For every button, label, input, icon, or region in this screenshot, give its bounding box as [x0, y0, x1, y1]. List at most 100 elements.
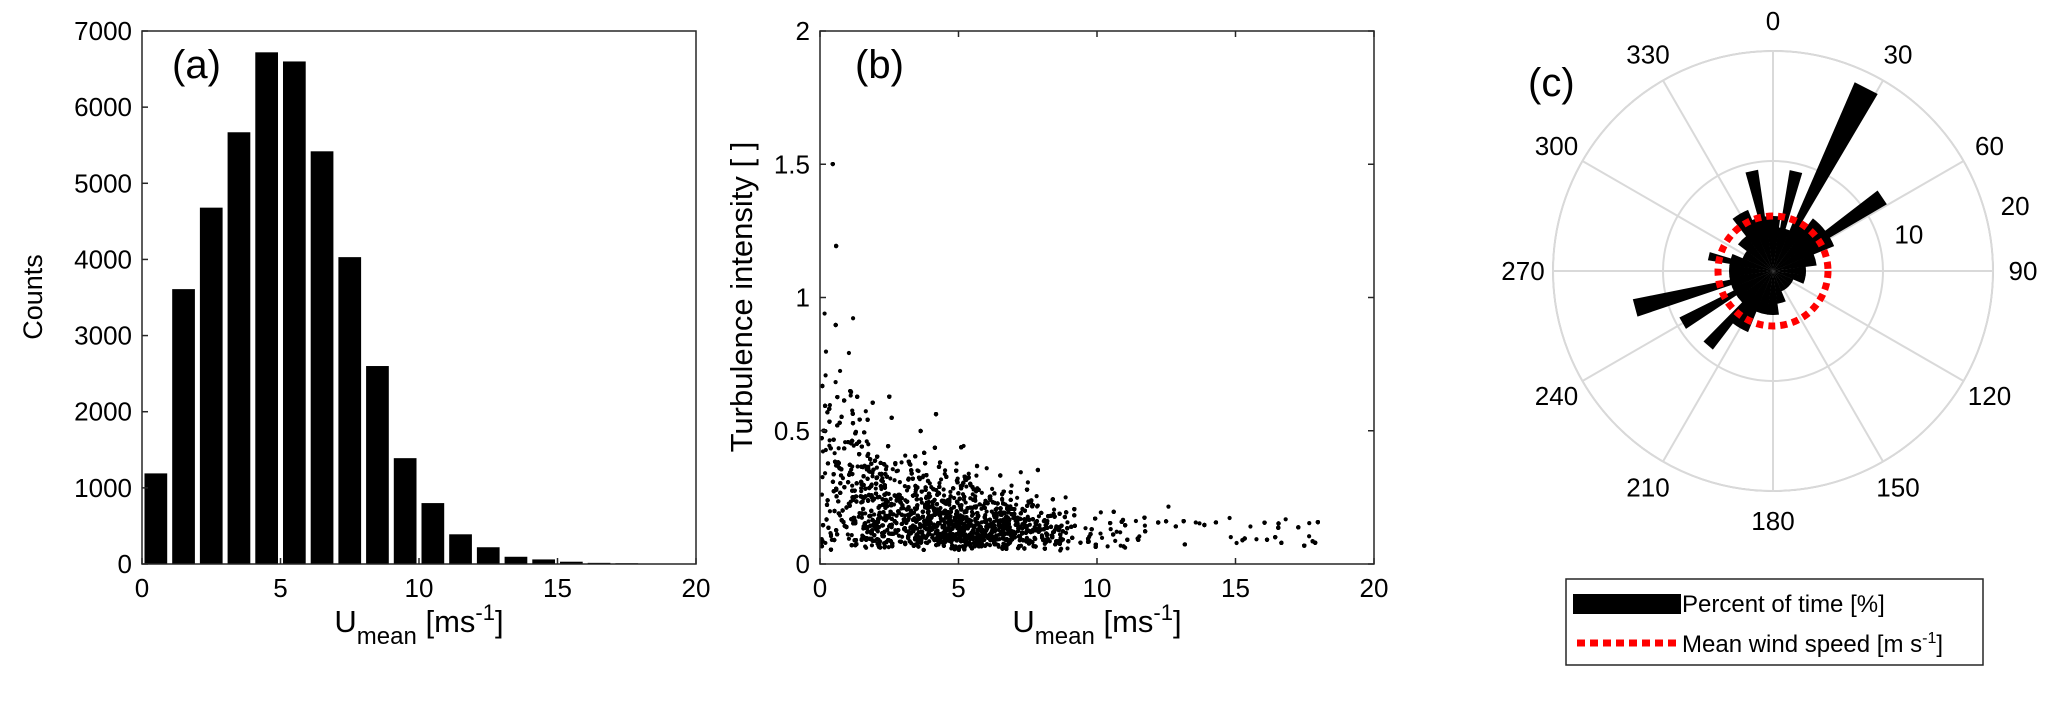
scatter-point: [1065, 546, 1070, 551]
scatter-points: [819, 161, 1320, 553]
scatter-point: [863, 544, 868, 549]
scatter-point: [919, 500, 924, 505]
scatter-point: [1228, 535, 1233, 540]
scatter-point: [1051, 507, 1057, 512]
scatter-point: [918, 497, 924, 502]
histogram-bar: [172, 289, 195, 564]
scatter-point: [855, 464, 860, 469]
histogram-bar: [199, 207, 223, 564]
scatter-point: [827, 402, 832, 408]
scatter-point: [1166, 504, 1171, 509]
scatter-point: [942, 468, 948, 473]
scatter-point: [827, 509, 833, 514]
x-tick-label: 20: [682, 573, 711, 603]
y-tick-label: 6000: [74, 92, 132, 122]
scatter-point: [974, 473, 979, 478]
scatter-point: [964, 515, 969, 520]
scatter-point: [1009, 483, 1014, 488]
scatter-point: [964, 484, 969, 489]
scatter-point: [823, 373, 828, 378]
scatter-point: [894, 469, 899, 474]
scatter-point: [1000, 497, 1005, 503]
scatter-point: [864, 439, 869, 444]
histogram-bar: [559, 561, 583, 564]
scatter-point: [888, 476, 893, 481]
scatter-point: [1024, 535, 1029, 540]
scatter-point: [833, 380, 838, 385]
plot-area-a: [142, 31, 696, 564]
scatter-point: [984, 509, 989, 514]
scatter-point: [851, 443, 856, 448]
scatter-point: [1065, 520, 1070, 525]
scatter-point: [952, 495, 957, 501]
scatter-point: [1197, 521, 1202, 526]
scatter-point: [1063, 495, 1068, 500]
scatter-point: [863, 409, 868, 414]
scatter-point: [859, 489, 864, 494]
scatter-point: [870, 474, 875, 479]
scatter-point: [984, 466, 989, 471]
scatter-point: [923, 540, 929, 545]
scatter-point: [1105, 544, 1110, 549]
scatter-point: [883, 467, 889, 472]
scatter-point: [899, 460, 904, 465]
scatter-point: [827, 438, 832, 443]
scatter-point: [1099, 535, 1105, 540]
y-tick-label: 3000: [74, 321, 132, 351]
scatter-point: [990, 486, 995, 491]
scatter-point: [866, 519, 871, 524]
scatter-point: [892, 478, 897, 483]
scatter-point: [979, 506, 984, 511]
scatter-point: [1035, 503, 1040, 508]
scatter-point: [822, 471, 828, 476]
scatter-point: [819, 492, 825, 497]
scatter-point: [916, 468, 921, 474]
scatter-point: [1133, 518, 1139, 524]
histogram-bar: [504, 556, 528, 564]
y-tick-label: 2000: [74, 397, 132, 427]
scatter-point: [820, 474, 825, 480]
scatter-point: [846, 536, 852, 541]
y-tick-label: 7000: [74, 16, 132, 46]
histogram-bar: [393, 458, 417, 564]
scatter-point: [869, 543, 875, 548]
scatter-point: [823, 447, 828, 453]
scatter-point: [920, 475, 925, 480]
scatter-point: [872, 512, 877, 517]
x-tick-label: 0: [135, 573, 149, 603]
scatter-point: [1025, 480, 1030, 485]
scatter-point: [874, 465, 879, 470]
scatter-point: [902, 484, 907, 489]
scatter-point: [896, 533, 902, 538]
panel-label-a: (a): [172, 43, 221, 87]
scatter-point: [948, 489, 953, 494]
scatter-point: [836, 446, 841, 451]
histogram-bar: [255, 52, 279, 564]
y-tick-label: 4000: [74, 244, 132, 274]
histogram-bar: [338, 257, 362, 564]
y-tick-label: 5000: [74, 168, 132, 198]
scatter-point: [1113, 538, 1118, 543]
scatter-point: [1254, 537, 1259, 542]
histogram-bar: [476, 547, 500, 564]
histogram-bar: [421, 503, 445, 564]
x-tick-label: 15: [543, 573, 572, 603]
scatter-point: [989, 509, 994, 514]
scatter-point: [850, 316, 856, 321]
scatter-point: [963, 500, 968, 505]
scatter-point: [1234, 540, 1239, 546]
scatter-point: [941, 487, 946, 492]
scatter-point: [849, 467, 854, 472]
scatter-point: [859, 515, 864, 520]
histogram-bar: [532, 559, 556, 564]
scatter-point: [822, 311, 827, 316]
scatter-point: [832, 451, 837, 456]
histogram-bar: [449, 534, 472, 564]
scatter-panel: 0 5 10 15 20 00.511.52 (b) Turbulence intens…: [724, 16, 1388, 650]
scatter-point: [1098, 510, 1103, 515]
scatter-point: [1108, 527, 1113, 532]
scatter-point: [888, 496, 893, 502]
